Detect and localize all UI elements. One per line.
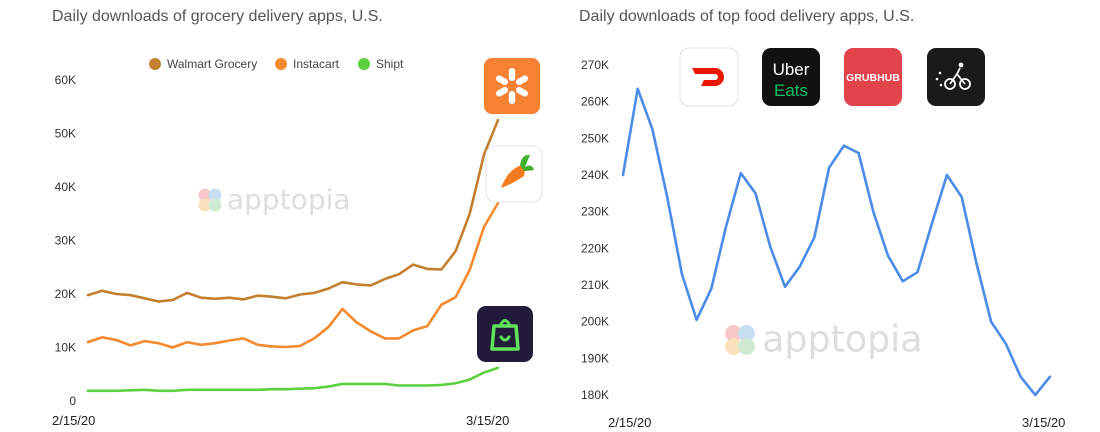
walmart-spark-ray [508,68,516,81]
watermark-text: apptopia [227,183,351,216]
y-tick-label: 190K [581,351,609,365]
grubhub-icon: GRUBHUB [844,48,902,106]
food-chart: 180K 190K 200K 210K 220K 230K 240K 250K 260K 270K… [581,47,1065,430]
doordash-icon-bg [679,47,739,107]
doordash-icon [679,47,739,107]
watermark-petal-icon [738,325,755,342]
y-tick-label: 50K [55,127,76,141]
x-tick-label-end: 3/15/20 [466,413,509,428]
uber-eats-icon: Uber Eats [762,48,820,106]
y-tick-label: 240K [581,168,609,182]
postmates-star [935,77,939,81]
y-tick-label: 220K [581,241,609,255]
walmart-spark-ray [515,75,529,86]
watermark-petal-icon [208,188,222,202]
y-tick-label: 250K [581,131,609,145]
y-tick-label: 30K [55,234,76,248]
postmates-star [939,83,943,87]
shipt-bag-handle [498,319,512,327]
watermark-petal-icon [738,338,755,355]
y-tick-label: 270K [581,58,609,72]
shipt-bag-icon [477,306,533,362]
walmart-spark-ray [495,86,509,97]
y-tick-label: 0 [69,394,76,408]
watermark-petal-icon [208,198,222,212]
food-chart-panel: Daily downloads of top food delivery app… [550,0,1100,432]
watermark-petal-icon [198,198,212,212]
x-tick-label-start: 2/15/20 [52,413,95,428]
walmart-spark-ray [508,91,516,104]
postmates-bike-frame [949,67,966,85]
walmart-spark-ray [515,86,529,97]
postmates-rider-head [958,62,964,68]
legend-marker [149,58,161,70]
watermark-petal-icon [198,188,212,202]
walmart-icon-bg [484,58,540,114]
grocery-chart-title: Daily downloads of grocery delivery apps… [52,8,383,25]
instacart-carrot-body [501,165,525,188]
doordash-dash-shape [692,68,724,86]
series-line [86,118,500,303]
y-tick-label: 40K [55,180,76,194]
grocery-chart-panel: Daily downloads of grocery delivery apps… [52,8,543,428]
watermark-petal-icon [725,338,742,355]
uber-eats-icon-bg [762,48,820,106]
shipt-bag-smile [499,335,511,342]
shipt-icon-bg [477,306,533,362]
food-chart-title: Daily downloads of top food delivery app… [579,8,915,25]
y-tick-label: 60K [55,73,76,87]
apptopia-watermark: apptopia [725,318,923,361]
grubhub-icon-bg [844,48,902,106]
y-tick-label: 210K [581,278,609,292]
y-tick-label: 260K [581,95,609,109]
postmates-wheel [944,78,956,90]
grocery-chart: 0 10K 20K 30K 40K 50K 60K 2/15/20 3/15/20 apptopi… [52,57,543,428]
instacart-carrot-leaf [520,154,534,171]
series-line [621,87,1052,397]
y-tick-label: 200K [581,315,609,329]
postmates-star [938,71,942,75]
legend-label: Walmart Grocery [167,57,257,71]
walmart-spark-ray [495,75,509,86]
x-tick-label-start: 2/15/20 [608,415,651,430]
uber-eats-label-bottom: Eats [774,81,808,100]
watermark-text: apptopia [762,318,922,361]
y-tick-label: 230K [581,205,609,219]
legend-marker [358,58,370,70]
series-line [86,366,500,393]
y-tick-label: 20K [55,287,76,301]
series-line [86,201,500,349]
legend-label: Instacart [293,57,340,71]
postmates-wheel [959,78,971,90]
y-tick-label: 180K [581,388,609,402]
apptopia-watermark: apptopia [198,183,351,216]
uber-eats-label-top: Uber [773,60,810,79]
legend-label: Shipt [376,57,404,71]
x-tick-label-end: 3/15/20 [1022,415,1065,430]
postmates-icon-bg [927,48,985,106]
postmates-icon [927,48,985,106]
walmart-spark-icon [484,58,540,114]
y-tick-label: 10K [55,341,76,355]
legend-marker [275,58,287,70]
instacart-carrot-icon [485,145,543,203]
watermark-petal-icon [725,325,742,342]
grubhub-label: GRUBHUB [846,72,900,84]
